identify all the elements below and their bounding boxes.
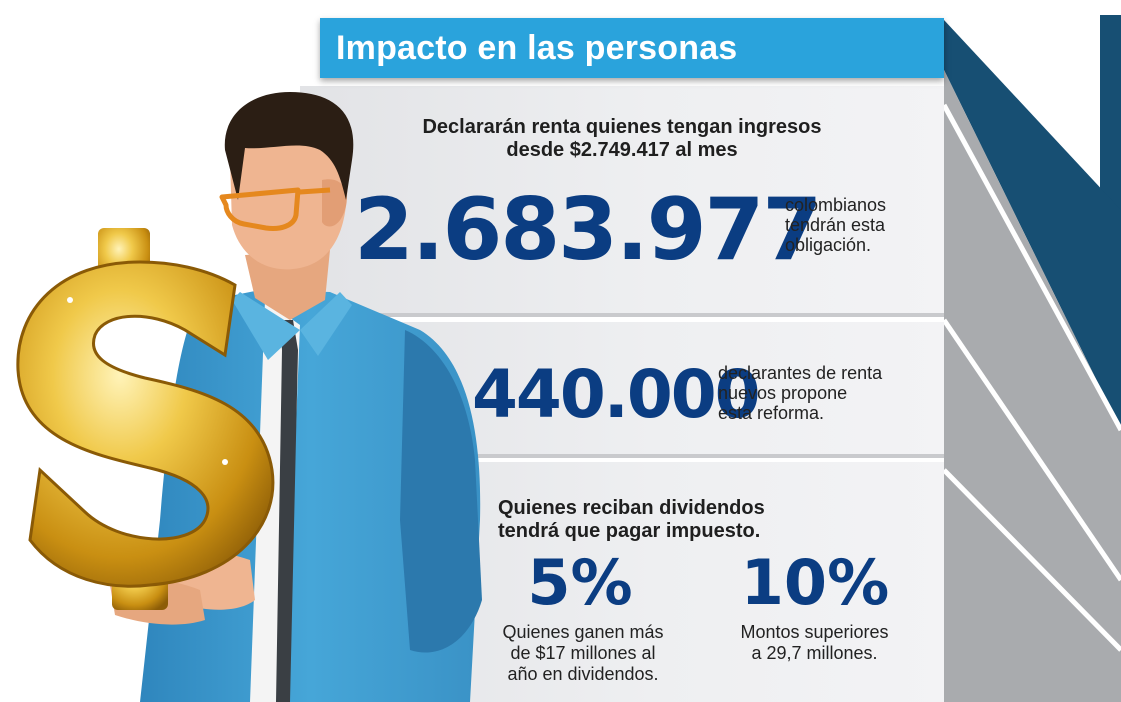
dividend-rate-5-desc: Quienes ganen más de $17 millones al año… — [502, 622, 664, 684]
dark-right-wedge — [944, 20, 1121, 430]
right-gray-wedge — [944, 70, 1121, 702]
man-hair — [224, 92, 354, 200]
panel-3-heading: Quienes reciban dividendos tendrá que pa… — [498, 497, 898, 543]
panel-1-number: 2.683.977 — [354, 180, 822, 280]
page-title: Impacto en las personas — [320, 18, 944, 78]
glasses-icon — [219, 187, 331, 231]
panel-1-line-1: Declararán renta quienes tengan ingresos — [422, 116, 822, 138]
dividend-rate-10: 10% — [740, 546, 890, 619]
dividend-rate-10-desc: Montos superiores a 29,7 millones. — [740, 622, 889, 663]
panel-2-number: 440.000 — [472, 356, 761, 433]
panel-2-note: declarantes de renta nuevos propone esta… — [718, 363, 883, 423]
dividend-rate-5: 5% — [527, 546, 633, 619]
panel-1-line-2: desde $2.749.417 al mes — [506, 139, 738, 161]
panel-1 — [300, 86, 944, 314]
panel-1-note: colombianos tendrán esta obligación. — [785, 195, 887, 255]
panel-3-line-2: tendrá que pagar impuesto. — [498, 520, 761, 542]
panel-1-heading: Declararán renta quienes tengan ingresos… — [372, 116, 872, 162]
panel-3-line-1: Quienes reciban dividendos — [498, 497, 765, 519]
dollar-sign-icon — [16, 228, 275, 610]
